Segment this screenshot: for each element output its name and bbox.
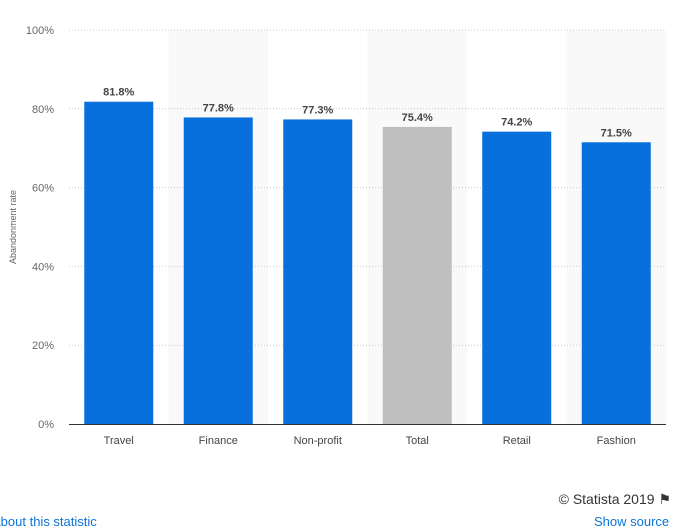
y-tick-label: 80% (32, 104, 54, 116)
x-tick-label: Non-profit (294, 435, 342, 447)
bar-travel[interactable] (84, 101, 154, 424)
bar-retail[interactable] (482, 131, 552, 425)
data-label: 77.8% (203, 102, 234, 114)
y-tick-label: 0% (38, 419, 54, 431)
share-link[interactable]: Show source (594, 514, 670, 529)
bar-non-profit[interactable] (283, 119, 353, 425)
x-tick-label: Retail (503, 435, 531, 447)
x-tick-label: Travel (104, 435, 134, 447)
y-axis-label: Abandonment rate (8, 190, 18, 264)
data-label: 81.8% (103, 87, 134, 99)
y-tick-label: 40% (32, 261, 54, 273)
data-label: 74.2% (501, 117, 532, 129)
bar-chart: 0% 20% 40% 60% 80% 100% Abandonment rate 81.8% T… (8, 25, 666, 447)
x-tick-label: Fashion (597, 435, 636, 447)
y-tick-label: 20% (32, 340, 54, 352)
bar-total[interactable] (382, 126, 452, 424)
data-label: 75.4% (402, 112, 433, 124)
y-tick-label: 100% (26, 25, 54, 37)
credit: © Statista 2019 ⚑ (558, 491, 671, 507)
data-label: 77.3% (302, 104, 333, 116)
data-label: 71.5% (601, 127, 632, 139)
x-tick-label: Finance (199, 435, 238, 447)
x-tick-label: Total (406, 435, 429, 447)
bar-fashion[interactable] (581, 142, 651, 425)
flag-icon[interactable]: ⚑ (658, 491, 671, 507)
about-statistic-link[interactable]: About this statistic (0, 514, 97, 529)
y-tick-label: 60% (32, 183, 54, 195)
bar-finance[interactable] (183, 117, 253, 424)
